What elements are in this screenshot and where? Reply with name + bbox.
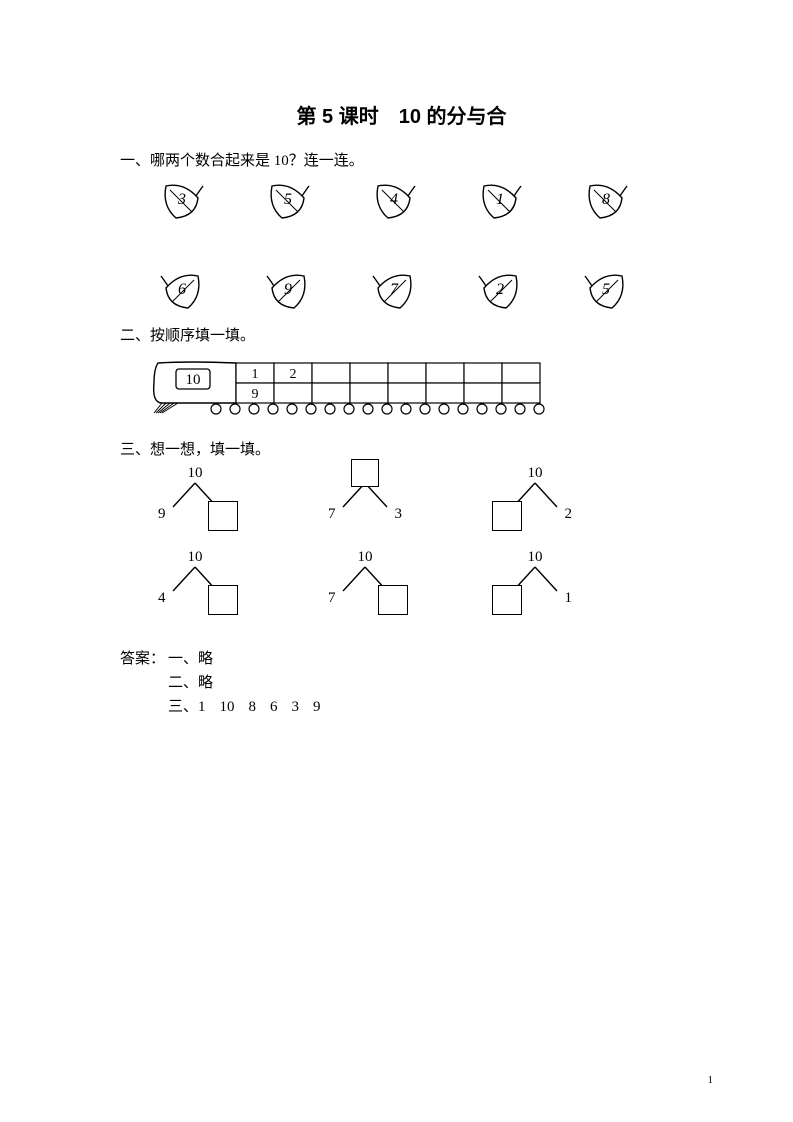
leaf-number: 5	[602, 281, 610, 299]
leaf-number: 8	[602, 191, 610, 209]
answer-1: 一、略	[168, 647, 213, 671]
leaf-icon: 6	[160, 270, 204, 314]
leaf-icon: 5	[266, 180, 310, 224]
leaf-icon: 8	[584, 180, 628, 224]
train-svg: 10 1 2 9	[150, 355, 550, 425]
bond-top-box	[351, 459, 379, 487]
svg-text:1: 1	[252, 367, 259, 382]
bond-top-num: 10	[188, 549, 203, 566]
bond-right-num: 1	[565, 590, 573, 607]
train-diagram: 10 1 2 9	[120, 355, 683, 430]
leaf-icon: 1	[478, 180, 522, 224]
answer-value: 6	[270, 699, 278, 715]
number-bonds: 109 73 102 104 107 101	[120, 469, 683, 613]
leaf-number: 7	[390, 281, 398, 299]
bond-left-num: 7	[328, 590, 336, 607]
bond-top-num: 10	[528, 465, 543, 482]
q1-leaves-bottom: 6 9 7 2	[120, 270, 683, 314]
bond-right-box	[378, 585, 408, 615]
answer-value: 10	[220, 699, 235, 715]
leaf-icon: 5	[584, 270, 628, 314]
answers-block: 答案： 一、略 二、略 三、1108639	[120, 647, 683, 719]
bond-left-num: 7	[328, 506, 336, 523]
bond-top-num: 10	[358, 549, 373, 566]
leaf-icon: 4	[372, 180, 416, 224]
svg-text:9: 9	[252, 387, 259, 402]
leaf-icon: 7	[372, 270, 416, 314]
answer-value: 3	[292, 699, 300, 715]
q3-heading: 三、想一想，填一填。	[120, 438, 683, 459]
leaf-number: 9	[284, 281, 292, 299]
leaf-number: 6	[178, 281, 186, 299]
leaf-number: 1	[496, 191, 504, 209]
leaf-number: 3	[178, 191, 186, 209]
leaf-number: 4	[390, 191, 398, 209]
bond-top-num: 10	[528, 549, 543, 566]
number-bond: 102	[490, 469, 580, 529]
answer-value: 1	[198, 699, 206, 715]
answer-value: 9	[313, 699, 321, 715]
page-number: 1	[708, 1074, 714, 1086]
q1-leaves-top: 3 5 4 1	[120, 180, 683, 224]
number-bond: 73	[320, 469, 410, 529]
answer-value: 8	[249, 699, 257, 715]
number-bond: 104	[150, 553, 240, 613]
answer-3: 三、1108639	[168, 695, 335, 719]
q2-heading: 二、按顺序填一填。	[120, 324, 683, 345]
answers-label: 答案：	[120, 647, 168, 671]
leaf-number: 2	[496, 281, 504, 299]
number-bond: 107	[320, 553, 410, 613]
page-title: 第 5 课时 10 的分与合	[120, 100, 683, 129]
svg-text:2: 2	[290, 367, 297, 382]
bond-right-box	[208, 501, 238, 531]
bond-left-num: 4	[158, 590, 166, 607]
number-bond: 101	[490, 553, 580, 613]
answer-2: 二、略	[168, 671, 213, 695]
bond-left-box	[492, 585, 522, 615]
q1-heading: 一、哪两个数合起来是 10？连一连。	[120, 149, 683, 170]
bond-left-box	[492, 501, 522, 531]
leaf-icon: 3	[160, 180, 204, 224]
leaf-icon: 2	[478, 270, 522, 314]
bond-right-num: 2	[565, 506, 573, 523]
bond-top-num: 10	[188, 465, 203, 482]
svg-text:10: 10	[186, 372, 201, 388]
leaf-number: 5	[284, 191, 292, 209]
leaf-icon: 9	[266, 270, 310, 314]
bond-right-num: 3	[395, 506, 403, 523]
bond-left-num: 9	[158, 506, 166, 523]
bond-right-box	[208, 585, 238, 615]
number-bond: 109	[150, 469, 240, 529]
